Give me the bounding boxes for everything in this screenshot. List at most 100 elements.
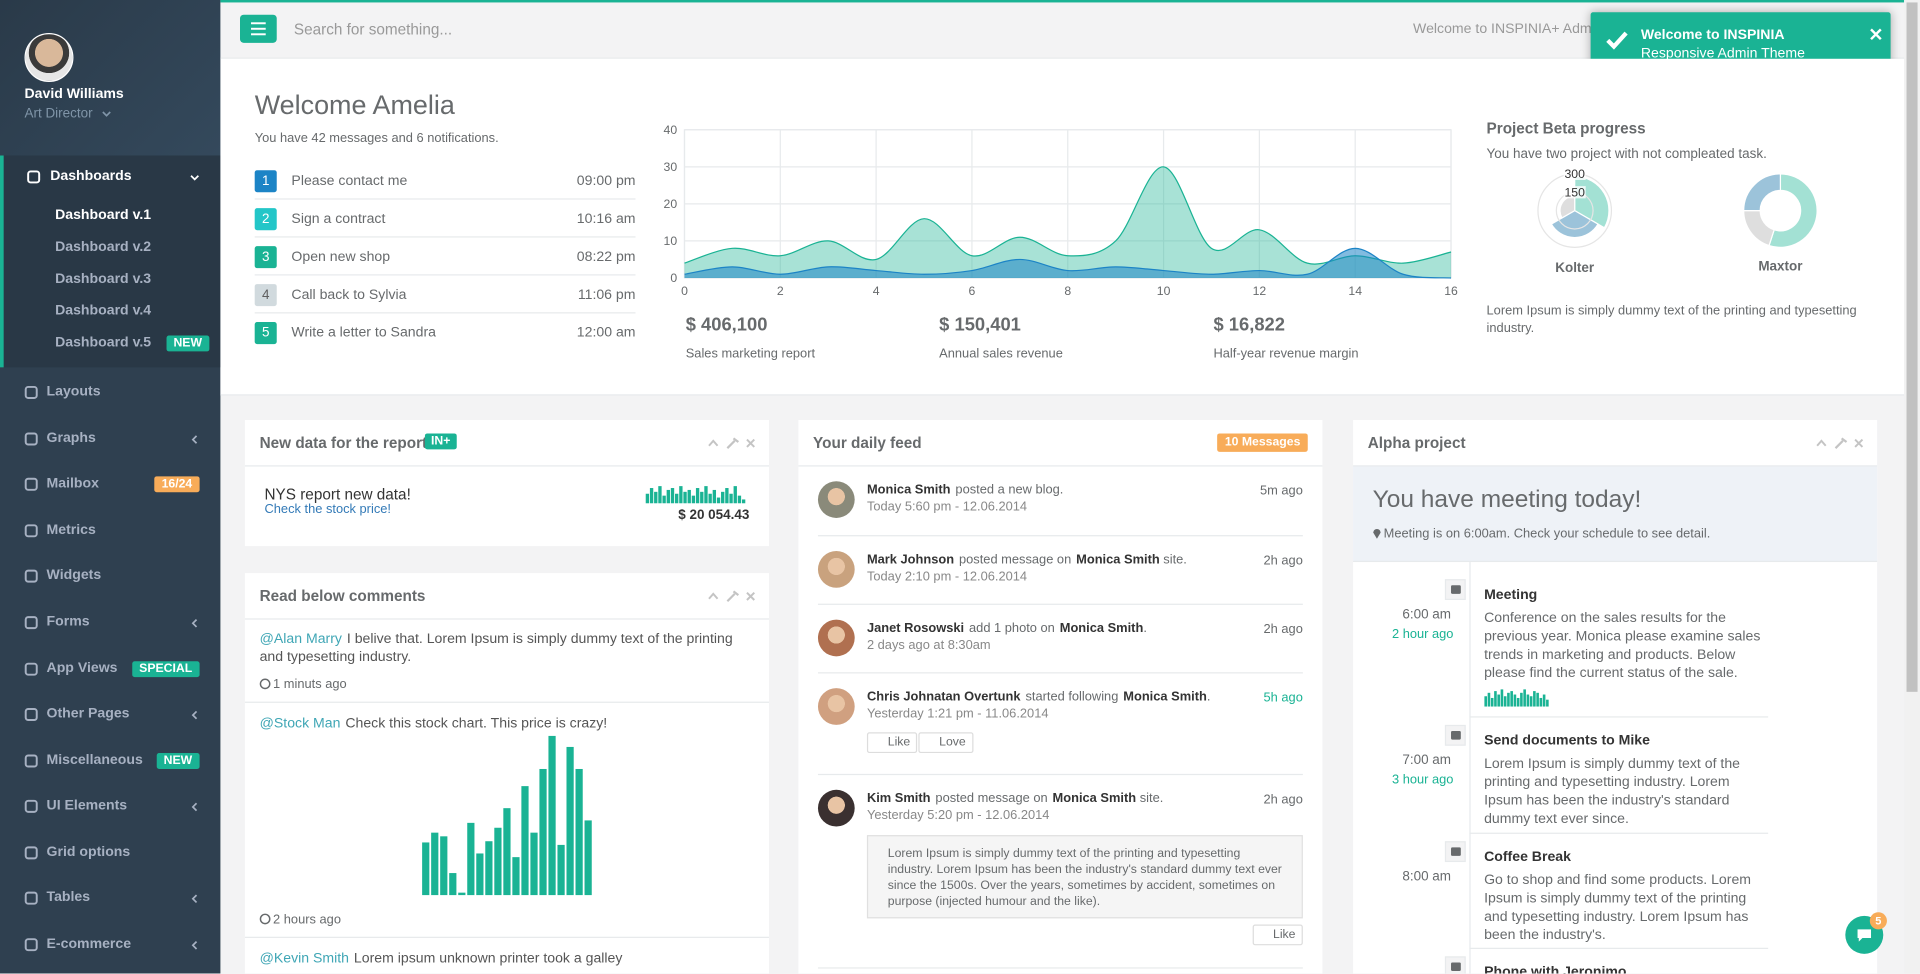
- tick-bg: [1563, 167, 1586, 181]
- menu-item[interactable]: Graphs: [46, 431, 96, 446]
- icon: [24, 708, 38, 721]
- menu-item[interactable]: Layouts: [46, 384, 101, 400]
- feed-action: add 1 photo on: [969, 620, 1055, 636]
- submenu-item[interactable]: Dashboard v.3: [55, 271, 152, 287]
- comment-body: I belive that. Lorem Ipsum is simply dum…: [259, 631, 733, 665]
- menu-item[interactable]: Other Pages: [46, 706, 130, 722]
- task-text: Write a letter to Sandra: [291, 325, 436, 341]
- timeline-text: Conference on the sales results for the …: [1484, 611, 1761, 681]
- icon: [24, 616, 38, 630]
- close-tool: [746, 591, 755, 601]
- panel-tools: [1816, 437, 1864, 449]
- comment-separator: [244, 701, 769, 703]
- timeline-title: Send documents to Mike: [1484, 733, 1650, 749]
- config-tool: [726, 437, 740, 449]
- panel-title: Your daily feed: [813, 434, 922, 452]
- timeline-icon: [1444, 841, 1466, 863]
- icon-shape: [24, 754, 38, 768]
- bar: [704, 486, 708, 504]
- menu-item[interactable]: Forms: [46, 614, 90, 630]
- bar: [449, 873, 457, 896]
- timeline-glyph: [1451, 847, 1461, 856]
- bar: [1529, 696, 1533, 707]
- submenu-item[interactable]: Dashboard v.2: [55, 240, 152, 255]
- comment-user[interactable]: @Alan Marry: [259, 631, 342, 647]
- menu-button[interactable]: [240, 14, 277, 43]
- feed-date: Today 5:60 pm - 12.06.2014: [866, 499, 1028, 515]
- timeline-separator: [1469, 716, 1769, 718]
- menu-item[interactable]: Dashboards: [50, 168, 132, 184]
- doughnut-segment: [1743, 210, 1775, 247]
- bar: [683, 491, 687, 504]
- close-tool: [1854, 438, 1864, 448]
- bar: [1546, 699, 1549, 707]
- feed-date: Today 2:10 pm - 12.06.2014: [866, 569, 1028, 585]
- clock: [259, 913, 271, 925]
- feed-button[interactable]: Like: [1252, 924, 1303, 946]
- hamburger: [251, 22, 266, 36]
- bar: [1539, 697, 1543, 707]
- panel: Alpha project You have meeting today! Meet…: [1353, 420, 1878, 974]
- submenu-item[interactable]: Dashboard v.4: [55, 303, 152, 319]
- menu-item[interactable]: UI Elements: [46, 798, 128, 814]
- menu-item[interactable]: E-commerce: [46, 936, 132, 952]
- toast-text: Responsive Admin Theme: [1640, 46, 1805, 62]
- feed-button[interactable]: Love: [918, 732, 974, 754]
- feed-date: Yesterday 1:21 pm - 11.06.2014: [866, 706, 1049, 722]
- task-row: [254, 200, 636, 238]
- submenu-item[interactable]: Dashboard v.1: [55, 208, 152, 223]
- project-subtitle: You have two project with not compleated…: [1486, 146, 1767, 162]
- icon: [24, 432, 38, 446]
- menu-item[interactable]: Miscellaneous: [46, 753, 143, 768]
- icon-shape: [24, 616, 38, 630]
- menu-item[interactable]: Widgets: [46, 568, 102, 583]
- menu-item[interactable]: Mailbox: [46, 476, 99, 492]
- chevron: [191, 941, 198, 950]
- comment-user[interactable]: @Kevin Smith: [259, 951, 350, 967]
- bar: [476, 853, 484, 896]
- x-tick-label: 10: [1157, 284, 1171, 298]
- menu-item[interactable]: Grid options: [46, 844, 131, 860]
- bar: [649, 488, 654, 504]
- bar: [1487, 692, 1491, 707]
- x-tick-label: 2: [777, 284, 784, 298]
- check: [1606, 31, 1628, 50]
- collapse-tool: [708, 439, 719, 447]
- comment-user[interactable]: @Stock Man: [259, 716, 341, 732]
- stat-label: Annual sales revenue: [939, 346, 1063, 362]
- bar: [1507, 692, 1510, 707]
- welcome-title: Welcome Amelia: [254, 89, 455, 121]
- welcome-subtitle: You have 42 messages and 6 notifications…: [254, 131, 499, 146]
- bar: [503, 808, 511, 896]
- menu-item[interactable]: Tables: [46, 890, 91, 905]
- bar: [494, 827, 502, 896]
- clock-icon: [259, 678, 271, 690]
- bar: [1510, 691, 1513, 707]
- feed-name: Mark Johnson: [866, 552, 955, 567]
- panel-title: Alpha project: [1367, 434, 1466, 452]
- feed-action: posted message on: [935, 791, 1048, 806]
- search-input[interactable]: Search for something...: [293, 20, 453, 38]
- y-tick-label: 20: [664, 197, 678, 211]
- menu-item[interactable]: Metrics: [46, 522, 96, 538]
- submenu-item[interactable]: Dashboard v.5: [55, 335, 152, 351]
- bar: [1497, 694, 1500, 707]
- menu-item[interactable]: App Views: [46, 661, 118, 676]
- timeline-icon: [1444, 724, 1466, 746]
- pin-icon: [1373, 528, 1381, 539]
- config-tool: [726, 590, 740, 603]
- icon: [24, 569, 38, 583]
- feed-action: started following: [1025, 689, 1119, 705]
- x-tick-label: 0: [681, 284, 688, 298]
- comment-time: 1 minuts ago: [273, 677, 347, 692]
- y-tick-label: 10: [664, 234, 678, 248]
- chart-name: Kolter: [1555, 260, 1595, 276]
- tick-bg: [1563, 186, 1586, 199]
- panel-header: [798, 420, 1323, 467]
- report-link[interactable]: Check the stock price!: [264, 502, 391, 517]
- feed-separator: [817, 672, 1303, 674]
- feed-button[interactable]: Like: [866, 732, 918, 754]
- collapse-tool: [708, 592, 719, 600]
